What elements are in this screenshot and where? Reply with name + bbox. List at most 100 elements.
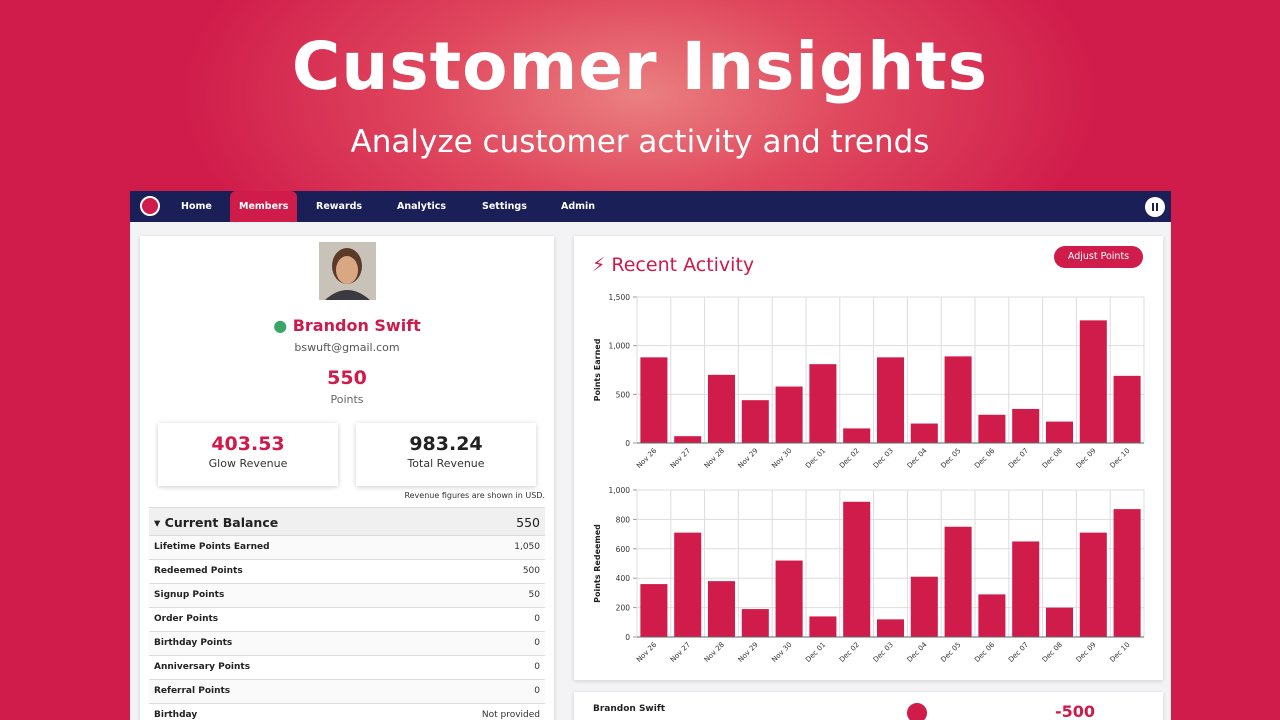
points-label: Points [330, 393, 364, 406]
x-tick-label: Dec 08 [1041, 447, 1064, 470]
bar [978, 594, 1006, 637]
bar [1012, 408, 1040, 443]
row-label: Birthday [154, 710, 198, 720]
x-tick-label: Nov 28 [703, 641, 726, 664]
x-tick-label: Dec 06 [973, 446, 996, 469]
row-value: 500 [522, 566, 540, 576]
bar [640, 584, 668, 637]
revenue-card: 983.24 Total Revenue [356, 423, 536, 486]
revenue-card: 403.53 Glow Revenue [158, 423, 338, 486]
x-tick-label: Dec 09 [1075, 447, 1098, 470]
nav-item[interactable]: Rewards [316, 201, 363, 212]
row-label: Birthday Points [154, 638, 233, 648]
x-tick-label: Dec 10 [1108, 447, 1131, 470]
x-tick-label: Dec 04 [906, 446, 929, 469]
avatar [319, 242, 376, 300]
bar [1079, 532, 1107, 637]
y-tick-label: 1,000 [609, 486, 631, 495]
balance-value: 550 [516, 515, 540, 530]
bar [809, 364, 837, 443]
bar [944, 526, 972, 637]
x-tick-label: Dec 07 [1007, 447, 1030, 470]
bar [876, 357, 905, 443]
nav-item[interactable]: Analytics [397, 201, 447, 212]
y-axis-label: Points Earned [593, 338, 602, 401]
y-tick-label: 600 [616, 545, 631, 554]
y-tick-label: 1,500 [609, 293, 631, 302]
x-tick-label: Dec 07 [1007, 641, 1030, 664]
x-tick-label: Dec 05 [939, 641, 962, 664]
x-tick-label: Nov 29 [737, 641, 760, 664]
points-value: 550 [327, 367, 367, 389]
x-tick-label: Nov 30 [770, 447, 793, 470]
bar [1045, 607, 1074, 637]
balance-header[interactable]: ▾ Current Balance 550 [149, 507, 545, 535]
y-tick-label: 0 [625, 439, 630, 448]
nav-item[interactable]: Admin [561, 201, 596, 212]
x-tick-label: Dec 06 [973, 640, 996, 663]
x-tick-label: Dec 01 [804, 641, 827, 664]
bar [1113, 375, 1141, 443]
app-window: Home Members Rewards Analytics Settings Admin… [130, 191, 1171, 720]
profile-card: ● Brandon Swift bswuft@gmail.com 550 Poi… [140, 236, 554, 720]
y-tick-label: 1,000 [609, 342, 631, 351]
member-name: ● Brandon Swift [273, 316, 421, 335]
nav-item[interactable]: Members [230, 191, 298, 222]
activity-title-text: Recent Activity [611, 254, 755, 276]
activity-card: ⚡ Recent Activity Adjust Points 0 500 1,00… [574, 236, 1163, 680]
bar [876, 619, 905, 637]
x-tick-label: Nov 27 [669, 447, 692, 470]
row-value: 0 [534, 662, 540, 672]
member-email: bswuft@gmail.com [294, 341, 400, 354]
balance-row: Anniversary Points 0 [149, 655, 545, 679]
bar [707, 374, 736, 443]
nav-item[interactable]: Settings [482, 201, 527, 212]
x-tick-label: Dec 02 [838, 447, 861, 470]
bar [944, 356, 972, 443]
revenue-label: Total Revenue [407, 457, 485, 470]
row-label: Order Points [154, 614, 219, 624]
nav-item[interactable]: Home [181, 201, 212, 212]
x-tick-label: Dec 03 [872, 447, 895, 470]
transaction-name: Brandon Swift [593, 704, 666, 714]
balance-row: Signup Points 50 [149, 583, 545, 607]
row-label: Redeemed Points [154, 566, 243, 576]
balance-row: Birthday Not provided [149, 703, 545, 720]
bar [809, 616, 837, 637]
bar [910, 576, 938, 637]
row-label: Lifetime Points Earned [154, 542, 270, 552]
x-tick-label: Nov 26 [635, 446, 659, 470]
row-value: 1,050 [514, 542, 540, 552]
bar [741, 609, 769, 637]
row-label: Signup Points [154, 590, 225, 600]
hero-subtitle: Analyze customer activity and trends [350, 124, 930, 160]
y-tick-label: 0 [625, 633, 630, 642]
x-tick-label: Dec 04 [906, 640, 929, 663]
row-label: Anniversary Points [154, 662, 251, 672]
member-name-text: Brandon Swift [292, 316, 421, 335]
x-tick-label: Dec 03 [872, 641, 895, 664]
y-tick-label: 200 [616, 604, 631, 613]
transaction-icon [907, 703, 927, 720]
row-value: 50 [528, 590, 540, 600]
y-tick-label: 400 [616, 574, 631, 583]
pause-button[interactable] [1145, 197, 1165, 217]
bar [1045, 421, 1074, 443]
x-tick-label: Nov 27 [669, 641, 692, 664]
balance-title-text: Current Balance [164, 515, 279, 530]
x-tick-label: Nov 29 [737, 447, 760, 470]
balance-row: Order Points 0 [149, 607, 545, 631]
row-value: 0 [534, 686, 540, 696]
balance-row: Lifetime Points Earned 1,050 [149, 535, 545, 559]
x-tick-label: Dec 01 [804, 447, 827, 470]
bar [674, 532, 702, 637]
revenue-value: 983.24 [409, 433, 483, 455]
x-tick-label: Dec 05 [939, 447, 962, 470]
logo[interactable] [140, 196, 160, 216]
hero-title: Customer Insights [291, 28, 989, 105]
adjust-points-button[interactable]: Adjust Points [1054, 246, 1143, 268]
x-tick-label: Dec 10 [1108, 641, 1131, 664]
balance-row: Birthday Points 0 [149, 631, 545, 655]
bar [775, 386, 803, 443]
bar [1113, 509, 1141, 637]
